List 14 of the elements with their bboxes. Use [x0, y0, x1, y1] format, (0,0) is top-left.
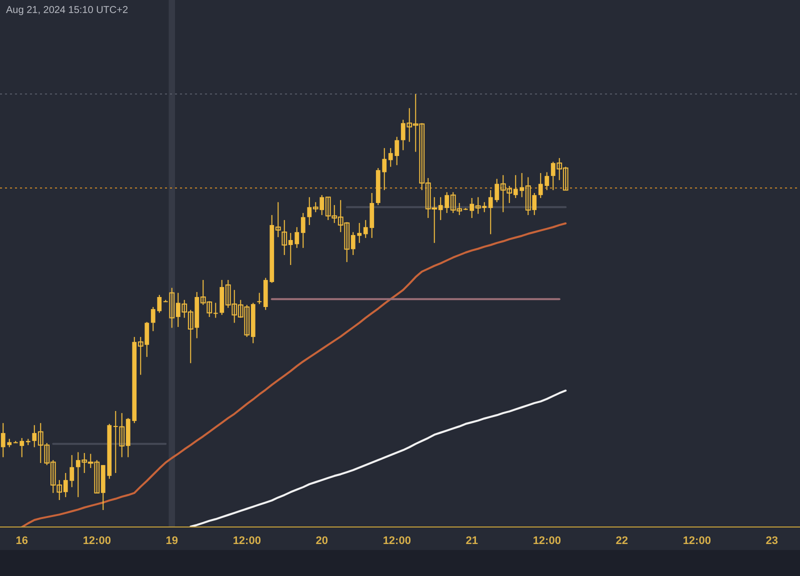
x-tick-label: 12:00	[382, 534, 411, 547]
x-tick-label: 21	[466, 534, 478, 547]
text: Aug 21, 2024 15:10 UTC+2	[6, 5, 128, 16]
x-tick-label: 22	[616, 534, 628, 547]
x-tick-label: 16	[16, 534, 28, 547]
x-tick-label: 12:00	[232, 534, 261, 547]
x-tick-label: 20	[316, 534, 328, 547]
x-tick-label: 12:00	[82, 534, 111, 547]
x-tick-label: 12:00	[682, 534, 711, 547]
candlestick	[300, 212, 306, 248]
candlestick	[257, 292, 262, 305]
x-tick-label: 12:00	[532, 534, 561, 547]
x-tick-label: 19	[166, 534, 178, 547]
x-tick-label: 23	[766, 534, 778, 547]
